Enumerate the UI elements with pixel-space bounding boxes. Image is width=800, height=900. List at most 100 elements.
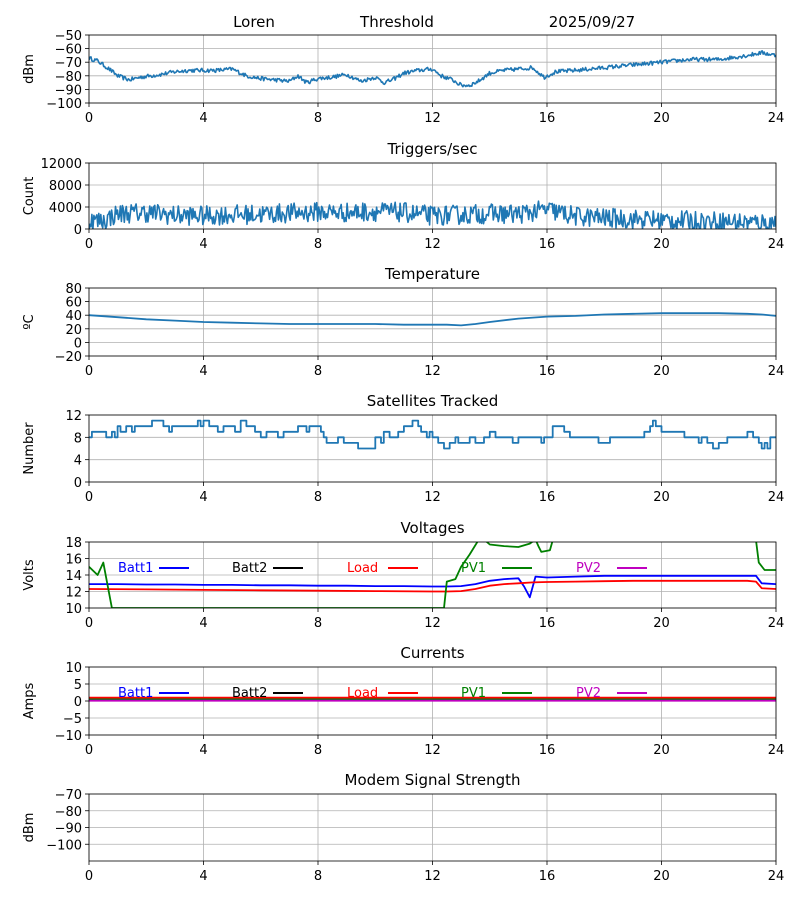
- y-tick-label: −90: [55, 822, 82, 837]
- y-tick-label: 4000: [49, 201, 82, 216]
- x-tick-label: 4: [199, 490, 207, 505]
- voltages-ylabel: Volts: [22, 559, 37, 591]
- x-tick-label: 8: [314, 490, 322, 505]
- temperature-series-group: [89, 312, 776, 327]
- x-tick-label: 24: [768, 616, 785, 631]
- y-tick-label: 8: [74, 431, 82, 446]
- threshold-series-group: [89, 50, 776, 88]
- legend-label-load: Load: [347, 561, 378, 576]
- x-tick-label: 20: [653, 237, 670, 252]
- legend-label-load: Load: [347, 686, 378, 701]
- y-tick-label: 12: [65, 409, 82, 424]
- voltages-series-batt1: [89, 574, 776, 599]
- station-name: Loren: [233, 13, 275, 31]
- y-tick-label: 12000: [41, 157, 82, 172]
- x-tick-label: 16: [539, 237, 556, 252]
- legend-label-batt1: Batt1: [118, 561, 153, 576]
- y-tick-label: 60: [65, 296, 82, 311]
- y-tick-label: 16: [65, 553, 82, 568]
- y-tick-label: −90: [55, 83, 82, 98]
- x-tick-label: 12: [424, 364, 441, 379]
- legend-label-batt2: Batt2: [232, 686, 267, 701]
- x-tick-label: 24: [768, 869, 785, 884]
- x-tick-label: 16: [539, 616, 556, 631]
- y-tick-label: −5: [63, 712, 82, 727]
- x-tick-label: 20: [653, 869, 670, 884]
- header: Loren Threshold 2025/09/27: [233, 13, 635, 31]
- x-tick-label: 0: [85, 616, 93, 631]
- y-tick-label: 12: [65, 586, 82, 601]
- x-tick-label: 12: [424, 869, 441, 884]
- x-tick-label: 4: [199, 743, 207, 758]
- currents-title: Currents: [400, 644, 464, 662]
- satellites-series-satellites: [89, 419, 776, 450]
- y-tick-label: −60: [55, 43, 82, 58]
- temperature-ylabel: ºC: [22, 314, 37, 329]
- triggers-ylabel: Count: [22, 177, 37, 216]
- y-tick-label: −100: [46, 97, 82, 112]
- modem-ylabel: dBm: [22, 813, 37, 843]
- y-tick-label: 10: [65, 661, 82, 676]
- currents-legend: Batt1 Batt2 Load PV1 PV2: [118, 686, 647, 701]
- y-tick-label: 5: [74, 678, 82, 693]
- x-tick-label: 12: [424, 111, 441, 126]
- x-tick-label: 16: [539, 490, 556, 505]
- y-tick-label: 0: [74, 336, 82, 351]
- x-tick-label: 8: [314, 111, 322, 126]
- x-tick-label: 4: [199, 111, 207, 126]
- y-tick-label: −100: [46, 838, 82, 853]
- x-tick-label: 0: [85, 364, 93, 379]
- x-tick-label: 24: [768, 743, 785, 758]
- triggers-title: Triggers/sec: [387, 140, 478, 158]
- y-tick-label: −70: [55, 788, 82, 803]
- y-tick-label: 40: [65, 309, 82, 324]
- x-tick-label: 20: [653, 616, 670, 631]
- x-tick-label: 8: [314, 364, 322, 379]
- threshold-ylabel: dBm: [22, 54, 37, 84]
- x-tick-label: 20: [653, 364, 670, 379]
- legend-label-batt2: Batt2: [232, 561, 267, 576]
- x-tick-label: 0: [85, 490, 93, 505]
- y-tick-label: 8000: [49, 179, 82, 194]
- x-tick-label: 8: [314, 237, 322, 252]
- x-tick-label: 4: [199, 869, 207, 884]
- y-tick-label: −10: [55, 729, 82, 744]
- y-tick-label: −80: [55, 805, 82, 820]
- temperature-title: Temperature: [384, 265, 480, 283]
- y-tick-label: 0: [74, 223, 82, 238]
- y-tick-label: 4: [74, 454, 82, 469]
- x-tick-label: 24: [768, 364, 785, 379]
- y-tick-label: 80: [65, 282, 82, 297]
- voltages-series-load: [89, 579, 776, 593]
- x-tick-label: 0: [85, 111, 93, 126]
- x-tick-label: 16: [539, 111, 556, 126]
- x-tick-label: 24: [768, 490, 785, 505]
- y-tick-label: 0: [74, 695, 82, 710]
- legend-label-pv1: PV1: [461, 686, 486, 701]
- satellites-chart: 0 4 8 12 16 20 24 0 4 8 12 Satellites Tracked Number: [22, 392, 784, 505]
- y-tick-label: 20: [65, 323, 82, 338]
- x-tick-label: 8: [314, 869, 322, 884]
- triggers-series-triggers-sec: [89, 200, 776, 229]
- x-tick-label: 24: [768, 237, 785, 252]
- x-tick-label: 4: [199, 237, 207, 252]
- x-tick-label: 4: [199, 364, 207, 379]
- y-tick-label: −20: [55, 350, 82, 365]
- x-tick-label: 12: [424, 237, 441, 252]
- y-tick-label: 10: [65, 602, 82, 617]
- x-tick-label: 12: [424, 490, 441, 505]
- voltages-title: Voltages: [400, 519, 464, 537]
- voltages-series-group: [89, 542, 776, 608]
- satellites-title: Satellites Tracked: [367, 392, 498, 410]
- x-tick-label: 12: [424, 743, 441, 758]
- legend-label-batt1: Batt1: [118, 686, 153, 701]
- plot-date: 2025/09/27: [549, 13, 635, 31]
- y-tick-label: −50: [55, 29, 82, 44]
- x-tick-label: 16: [539, 364, 556, 379]
- triggers-series-group: [89, 200, 776, 229]
- x-tick-label: 20: [653, 111, 670, 126]
- x-tick-label: 24: [768, 111, 785, 126]
